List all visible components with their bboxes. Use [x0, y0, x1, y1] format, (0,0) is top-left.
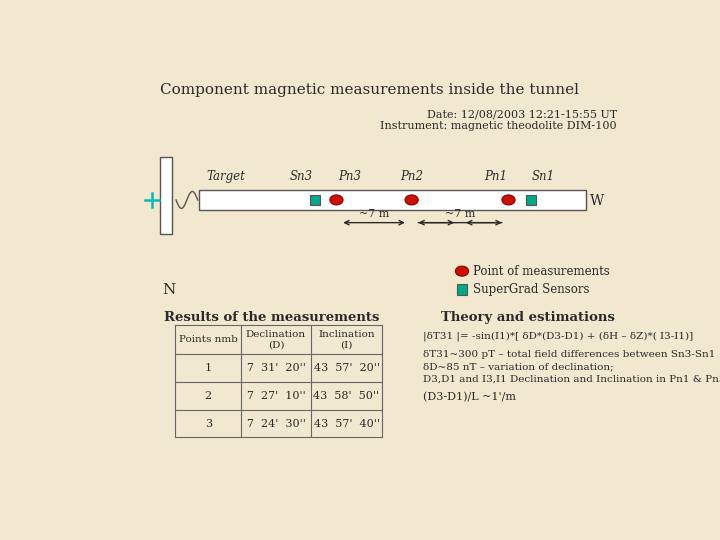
Ellipse shape — [456, 266, 469, 276]
Text: 7  27'  10'': 7 27' 10'' — [247, 391, 305, 401]
Text: Instrument: magnetic theodolite DIM-100: Instrument: magnetic theodolite DIM-100 — [380, 122, 617, 131]
Text: Target: Target — [206, 170, 245, 183]
Text: SuperGrad Sensors: SuperGrad Sensors — [473, 283, 590, 296]
Text: Inclination
(I): Inclination (I) — [318, 330, 375, 349]
Bar — [160, 157, 172, 234]
Text: 2: 2 — [204, 391, 212, 401]
Text: Pn3: Pn3 — [338, 170, 361, 183]
Text: δD~85 nT – variation of declination;: δD~85 nT – variation of declination; — [423, 362, 614, 371]
Text: D3,D1 and I3,I1 Declination and Inclination in Pn1 & Pn3: D3,D1 and I3,I1 Declination and Inclinat… — [423, 374, 720, 383]
Text: Component magnetic measurements inside the tunnel: Component magnetic measurements inside t… — [160, 83, 578, 97]
Text: 43  58'  50'': 43 58' 50'' — [313, 391, 379, 401]
Text: ~7 m: ~7 m — [445, 209, 475, 219]
Ellipse shape — [330, 195, 343, 205]
Text: W: W — [590, 194, 604, 208]
Text: 3: 3 — [204, 418, 212, 429]
Ellipse shape — [405, 195, 418, 205]
Bar — [310, 195, 320, 205]
Text: 1: 1 — [204, 363, 212, 373]
Text: Theory and estimations: Theory and estimations — [441, 311, 615, 324]
Text: 43  57'  40'': 43 57' 40'' — [313, 418, 379, 429]
Text: Sn1: Sn1 — [532, 170, 555, 183]
Ellipse shape — [502, 195, 515, 205]
Text: Sn3: Sn3 — [290, 170, 313, 183]
Text: Pn1: Pn1 — [484, 170, 507, 183]
Text: Pn2: Pn2 — [400, 170, 423, 183]
Text: 43  57'  20'': 43 57' 20'' — [313, 363, 379, 373]
Text: |δT31 |= -sin(I1)*[ δD*(D3-D1) + (δH – δZ)*( I3-I1)]: |δT31 |= -sin(I1)*[ δD*(D3-D1) + (δH – δ… — [423, 331, 693, 341]
Text: Point of measurements: Point of measurements — [473, 265, 610, 278]
Bar — [199, 190, 586, 210]
Bar — [526, 195, 536, 205]
Bar — [456, 284, 467, 295]
Text: (D3-D1)/L ~1'/m: (D3-D1)/L ~1'/m — [423, 392, 516, 403]
Text: Results of the measurements: Results of the measurements — [164, 311, 380, 324]
Text: ~7 m: ~7 m — [359, 209, 390, 219]
Text: 7  31'  20'': 7 31' 20'' — [246, 363, 305, 373]
Text: 7  24'  30'': 7 24' 30'' — [246, 418, 305, 429]
Text: Points nmb: Points nmb — [179, 335, 238, 344]
Text: Declination
(D): Declination (D) — [246, 330, 306, 349]
Text: δT31~300 pT – total field differences between Sn3-Sn1: δT31~300 pT – total field differences be… — [423, 350, 716, 359]
Text: Date: 12/08/2003 12:21-15:55 UT: Date: 12/08/2003 12:21-15:55 UT — [427, 110, 617, 120]
Text: N: N — [163, 282, 176, 296]
